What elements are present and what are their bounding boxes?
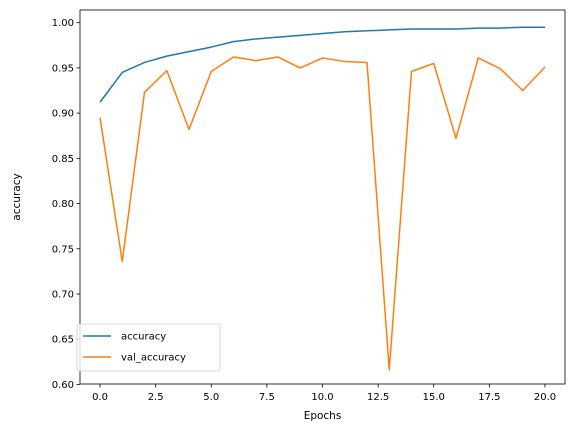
axis-ticks: 0.0 2.5 5.0 7.5 10.0 12.5 15.0 17.5 20.0 0.60 0.65… [52, 18, 556, 403]
y-tick-label: 0.60 [52, 380, 74, 391]
y-axis-label: accuracy [11, 173, 23, 220]
x-tick-label: 7.5 [259, 392, 275, 403]
legend-box [76, 323, 221, 372]
legend-label-accuracy: accuracy [121, 332, 166, 343]
series-line-accuracy [99, 26, 545, 103]
x-tick-label: 17.5 [478, 392, 500, 403]
series-line-val-accuracy [99, 56, 546, 371]
y-tick-label: 0.85 [52, 154, 74, 165]
x-tick-label: 12.5 [367, 392, 389, 403]
y-tick-label: 0.65 [52, 335, 74, 346]
x-axis-label: Epochs [304, 410, 342, 422]
x-tick-label: 10.0 [311, 392, 333, 403]
plot-area [99, 26, 546, 371]
x-tick-label: 2.5 [148, 392, 164, 403]
x-tick-label: 20.0 [534, 392, 556, 403]
y-tick-label: 0.75 [52, 244, 74, 255]
y-tick-label: 0.70 [52, 290, 74, 301]
legend-label-val-accuracy: val_accuracy [121, 353, 186, 364]
y-tick-label: 0.95 [52, 63, 74, 74]
y-tick-label: 0.80 [52, 199, 74, 210]
y-tick-label: 0.90 [52, 109, 74, 120]
x-tick-label: 15.0 [423, 392, 445, 403]
x-tick-label: 5.0 [203, 392, 219, 403]
legend: accuracy val_accuracy [76, 323, 221, 372]
x-tick-label: 0.0 [92, 392, 108, 403]
y-tick-label: 1.00 [52, 18, 74, 29]
plot-frame [79, 9, 566, 385]
